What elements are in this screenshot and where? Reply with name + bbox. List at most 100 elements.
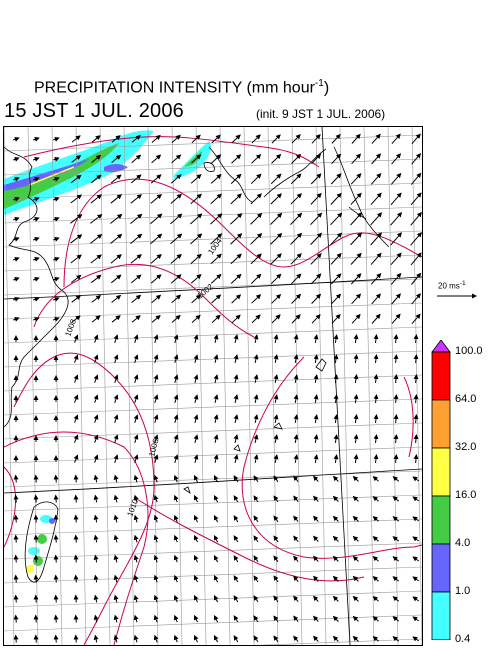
wind-arrow-icon xyxy=(372,556,379,562)
wind-arrow-icon xyxy=(253,535,259,543)
wind-arrow-icon xyxy=(370,252,382,265)
wind-arrow-icon xyxy=(293,454,299,464)
wind-vectors xyxy=(13,133,422,643)
wind-arrow-icon xyxy=(73,374,79,383)
wind-arrow-icon xyxy=(13,534,19,543)
wind-arrow-icon xyxy=(170,253,182,264)
wind-arrow-icon xyxy=(313,555,319,562)
wind-arrow-icon xyxy=(53,216,60,222)
wind-arrow-icon xyxy=(233,454,239,464)
wind-arrow-icon xyxy=(391,293,401,305)
precip-taiwan-2 xyxy=(37,534,47,544)
wind-arrow-icon xyxy=(131,134,141,143)
wind-arrow-icon xyxy=(13,594,19,603)
wind-arrow-icon xyxy=(211,154,222,164)
grid-lat-line xyxy=(4,446,422,464)
wind-arrow-icon xyxy=(173,594,179,603)
wind-arrow-icon xyxy=(230,173,242,184)
wind-arrow-icon xyxy=(291,314,301,324)
wind-arrow-icon xyxy=(113,474,119,483)
wind-arrow-icon xyxy=(90,274,102,284)
wind-arrow-icon xyxy=(171,314,181,323)
wind-arrow-icon xyxy=(311,133,321,144)
wind-arrow-icon xyxy=(133,494,139,503)
wind-arrow-icon xyxy=(390,192,402,206)
wind-arrow-icon xyxy=(352,535,359,542)
wind-arrow-icon xyxy=(290,253,302,265)
wind-arrow-icon xyxy=(13,296,20,302)
wind-arrow-icon xyxy=(273,434,279,444)
wind-arrow-icon xyxy=(410,232,422,246)
wind-arrow-icon xyxy=(113,554,119,563)
wind-arrow-icon xyxy=(91,154,102,163)
colorbar-segment xyxy=(431,543,451,593)
colorbar-segment xyxy=(431,351,451,401)
wind-arrow-icon xyxy=(392,596,400,602)
wind-arrow-icon xyxy=(13,554,19,563)
wind-arrow-icon xyxy=(233,394,239,404)
coast-island-top xyxy=(203,162,215,172)
wind-arrow-icon xyxy=(392,616,400,622)
wind-arrow-icon xyxy=(273,595,279,603)
wind-arrow-icon xyxy=(173,574,179,583)
wind-arrow-icon xyxy=(213,334,219,344)
init-time: (init. 9 JST 1 JUL. 2006) xyxy=(256,107,386,121)
wind-arrow-icon xyxy=(153,394,159,403)
wind-arrow-icon xyxy=(150,174,162,184)
wind-arrow-icon xyxy=(293,595,299,603)
major-grid xyxy=(4,127,422,645)
wind-arrow-icon xyxy=(270,253,282,265)
wind-arrow-icon xyxy=(233,555,239,563)
wind-arrow-icon xyxy=(150,193,162,204)
wind-arrow-icon xyxy=(150,274,162,284)
wind-arrow-icon xyxy=(310,252,322,265)
wind-arrow-icon xyxy=(53,156,60,162)
wind-arrow-icon xyxy=(393,354,399,364)
wind-arrow-icon xyxy=(373,374,379,384)
wind-arrow-icon xyxy=(90,213,103,224)
isobar-north xyxy=(23,136,320,168)
wind-arrow-icon xyxy=(190,253,202,264)
wind-arrow-icon xyxy=(271,153,282,164)
colorbar-segment xyxy=(431,495,451,545)
grid-lat-line xyxy=(4,614,422,632)
wind-arrow-icon xyxy=(173,374,179,383)
wind-arrow-icon xyxy=(70,254,82,264)
wind-arrow-icon xyxy=(53,296,60,302)
wind-arrow-icon xyxy=(410,252,422,266)
wind-arrow-icon xyxy=(93,494,99,503)
wind-arrow-icon xyxy=(253,454,259,464)
wind-arrow-icon xyxy=(70,174,82,184)
wind-arrow-icon xyxy=(332,595,339,602)
wind-arrow-icon xyxy=(273,334,279,344)
wind-arrow-icon xyxy=(313,354,319,363)
wind-arrow-icon xyxy=(70,234,83,244)
wind-arrow-icon xyxy=(253,394,259,404)
precip-blue-band xyxy=(4,159,89,191)
wind-arrow-icon xyxy=(390,272,402,285)
wind-arrow-icon xyxy=(412,556,420,562)
wind-arrow-icon xyxy=(371,153,382,165)
colorbar-over-triangle xyxy=(431,339,451,353)
wind-arrow-icon xyxy=(411,153,422,165)
precip-taiwan-5 xyxy=(26,565,34,573)
colorbar-level-label: 4.0 xyxy=(455,537,471,549)
wind-arrow-icon xyxy=(370,212,383,226)
wind-arrow-icon xyxy=(33,634,39,643)
wind-arrow-icon xyxy=(332,635,339,642)
wind-arrow-icon xyxy=(190,213,203,225)
wind-arrow-icon xyxy=(413,394,419,404)
wind-arrow-icon xyxy=(273,354,279,364)
wind-arrow-icon xyxy=(133,614,139,623)
wind-arrow-icon xyxy=(353,374,359,384)
grid-lon-line xyxy=(123,127,135,645)
wind-arrow-icon xyxy=(173,394,179,403)
wind-arrow-icon xyxy=(33,216,40,222)
wind-arrow-icon xyxy=(330,252,342,265)
wind-arrow-icon xyxy=(71,315,81,323)
wind-arrow-icon xyxy=(313,334,319,343)
wind-arrow-icon xyxy=(253,575,259,583)
isobar-label: 1008 xyxy=(63,317,78,337)
wind-arrow-icon xyxy=(393,414,399,424)
wind-arrow-icon xyxy=(213,515,219,523)
